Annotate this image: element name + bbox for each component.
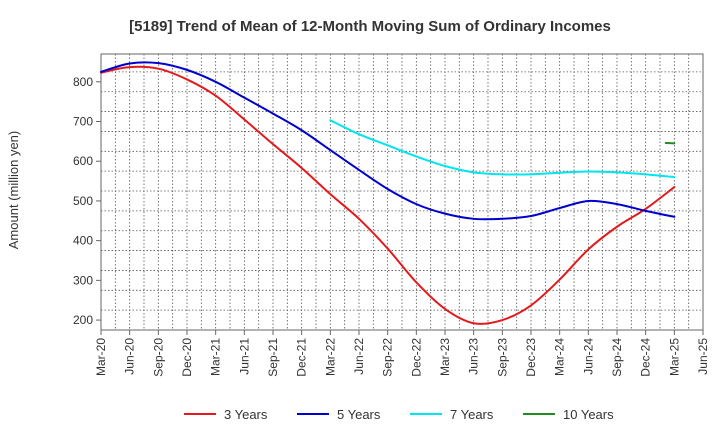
y-tick-label: 200 (73, 313, 93, 327)
y-tick-label: 300 (73, 273, 93, 287)
grid (101, 54, 703, 331)
legend-label-5-years: 5 Years (337, 407, 381, 422)
x-tick-label: Dec-21 (295, 338, 309, 377)
x-axis-ticks: Mar-20 Jun-20 Sep-20 Dec-20 Mar-21 Jun-21 Sep-… (94, 330, 710, 377)
x-tick-label: Sep-20 (151, 338, 165, 377)
legend: 3 Years 5 Years 7 Years 10 Years (184, 407, 614, 422)
x-tick-label: Jun-25 (696, 338, 710, 375)
x-tick-label: Sep-21 (266, 338, 280, 377)
y-tick-label: 800 (73, 75, 93, 89)
x-tick-label: Jun-23 (467, 338, 481, 375)
x-tick-label: Dec-20 (180, 338, 194, 377)
x-tick-label: Mar-21 (209, 338, 223, 376)
y-tick-label: 600 (73, 154, 93, 168)
y-tick-label: 400 (73, 234, 93, 248)
x-tick-label: Dec-22 (409, 338, 423, 377)
legend-label-7-years: 7 Years (450, 407, 494, 422)
x-tick-label: Mar-24 (553, 338, 567, 376)
series-line-5-years (100, 61, 676, 221)
x-tick-label: Jun-24 (581, 338, 595, 375)
legend-label-3-years: 3 Years (224, 407, 268, 422)
y-tick-label: 500 (73, 194, 93, 208)
x-tick-label: Dec-24 (639, 338, 653, 377)
y-axis-ticks: 200 300 400 500 600 700 800 (73, 75, 101, 327)
chart-title: [5189] Trend of Mean of 12-Month Moving … (129, 18, 611, 35)
x-tick-label: Mar-23 (438, 338, 452, 376)
series-line-3-years (100, 65, 676, 325)
x-tick-label: Dec-23 (524, 338, 538, 377)
x-tick-label: Sep-24 (610, 338, 624, 377)
x-tick-label: Sep-22 (381, 338, 395, 377)
series-layer (100, 61, 676, 325)
x-tick-label: Mar-22 (323, 338, 337, 376)
x-tick-label: Jun-21 (237, 338, 251, 375)
series-line-7-years (329, 119, 676, 179)
x-tick-label: Mar-25 (667, 338, 681, 376)
y-tick-label: 700 (73, 115, 93, 129)
y-axis-label: Amount (million yen) (6, 131, 21, 250)
x-tick-label: Jun-22 (352, 338, 366, 375)
x-tick-label: Sep-23 (495, 338, 509, 377)
legend-label-10-years: 10 Years (563, 407, 614, 422)
x-tick-label: Mar-20 (94, 338, 108, 376)
plot-frame (100, 53, 704, 331)
x-tick-label: Jun-20 (123, 338, 137, 375)
